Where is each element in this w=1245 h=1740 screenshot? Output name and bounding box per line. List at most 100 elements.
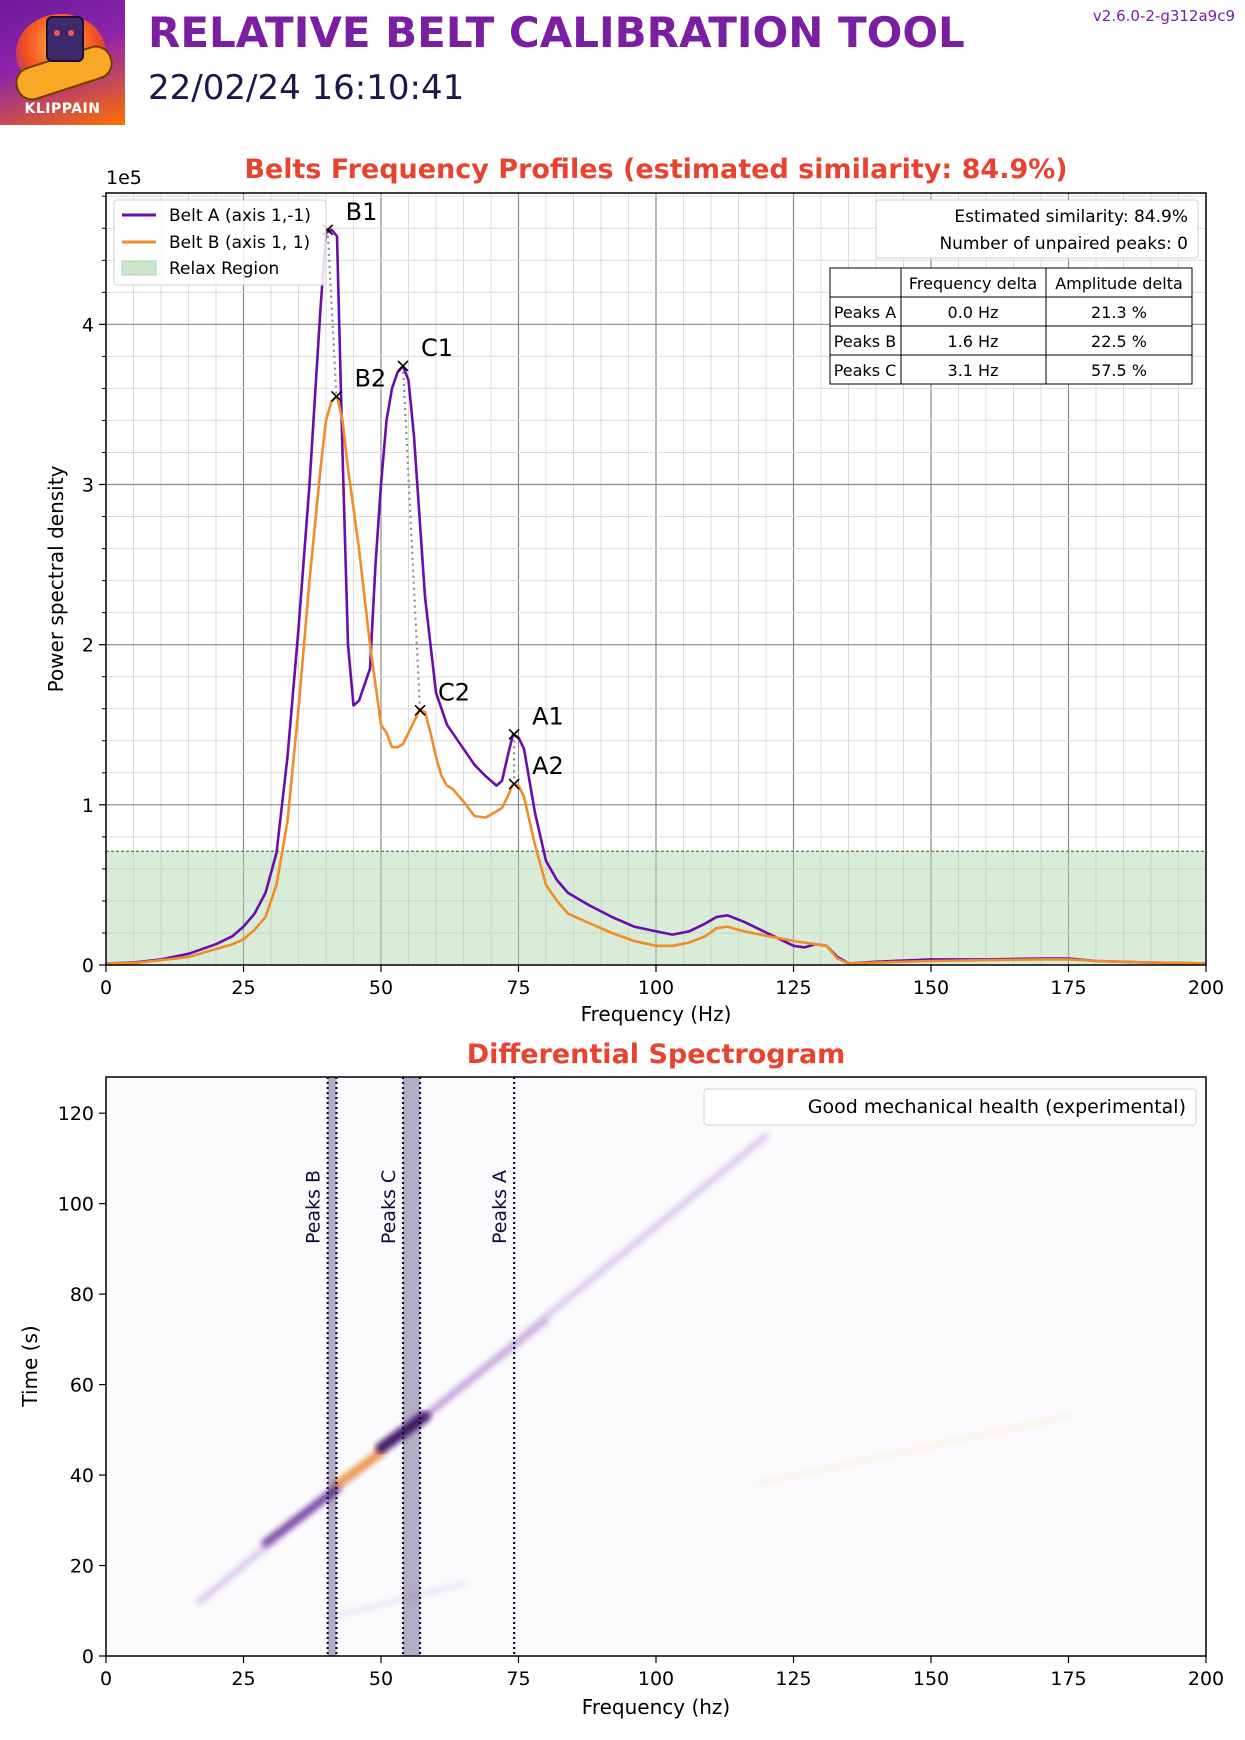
spectrogram-streaks: [196, 1132, 1071, 1618]
chart2-ylabel: Time (s): [18, 1325, 42, 1407]
peak-label-a1: A1: [532, 702, 564, 730]
legend-box: [113, 199, 327, 286]
chart1-x-ticks: 0 25 50 75 100 125 150 175 200: [100, 965, 1224, 999]
legend-label-belt-a: Belt A (axis 1,-1): [169, 206, 311, 226]
x-tick-label: 125: [775, 977, 811, 999]
spectrogram-streak: [261, 1484, 341, 1547]
table-row-a-label: Peaks A: [834, 303, 896, 322]
x-tick-label: 50: [369, 1668, 393, 1690]
series-line-belt-a: [106, 228, 1206, 965]
spectrogram-background: [106, 1077, 1206, 1656]
chart1-xlabel: Frequency (Hz): [581, 1002, 732, 1026]
mechanical-health-label: Good mechanical health (experimental): [808, 1096, 1186, 1118]
table-row-c-freq: 3.1 Hz: [948, 361, 999, 380]
chart1-legend: Belt A (axis 1,-1) Belt B (axis 1, 1) Re…: [113, 199, 327, 286]
peak-markers: B1 B2 C1 C2 A1 A2: [322, 198, 564, 790]
table-row-a-amp: 21.3 %: [1091, 303, 1147, 322]
x-tick-label: 200: [1188, 977, 1224, 999]
y-tick-label: 40: [70, 1465, 94, 1487]
x-tick-label: 100: [638, 1668, 674, 1690]
similarity-info-box: Estimated similarity: 84.9% Number of un…: [875, 199, 1199, 259]
y-tick-label: 0: [82, 1646, 94, 1668]
chart2-x-ticks: 0 25 50 75 100 125 150 175 200: [100, 1656, 1224, 1690]
y-tick-label: 100: [58, 1194, 94, 1216]
x-tick-label: 0: [100, 977, 112, 999]
chart1-ylabel: Power spectral density: [44, 465, 68, 692]
peak-marker-a2: [508, 778, 520, 790]
chart2-title: Differential Spectrogram: [467, 1039, 846, 1070]
page-title: RELATIVE BELT CALIBRATION TOOL: [148, 8, 965, 57]
x-tick-label: 25: [231, 977, 255, 999]
peak-band-fill: [403, 1077, 421, 1656]
spectrogram-legend-box: [703, 1088, 1197, 1126]
klippain-logo: KLIPPAIN: [0, 0, 125, 125]
peak-marker-a1: [508, 728, 520, 740]
chart1-y-ticks: 0 1 2 3 4: [82, 195, 106, 977]
y-tick-label: 3: [82, 475, 94, 497]
x-tick-label: 0: [100, 1668, 112, 1690]
chart2-y-ticks: 0 20 40 60 80 100 120: [58, 1103, 106, 1668]
peak-bands: Peaks B Peaks C Peaks A: [303, 1077, 516, 1656]
y-tick-label: 0: [82, 955, 94, 977]
peak-label-b2: B2: [354, 364, 386, 392]
table-header-amp-delta: Amplitude delta: [1055, 274, 1183, 293]
x-tick-label: 75: [506, 1668, 530, 1690]
x-tick-label: 100: [638, 977, 674, 999]
spectrogram-streak: [333, 1448, 385, 1489]
peak-band-label: Peaks A: [489, 1170, 511, 1244]
table-row-a-freq: 0.0 Hz: [948, 303, 999, 322]
peak-label-a2: A2: [532, 752, 564, 780]
table-row-c-amp: 57.5 %: [1091, 361, 1147, 380]
y-tick-label: 20: [70, 1556, 94, 1578]
peak-band-label: Peaks B: [303, 1170, 325, 1244]
table-row-b-amp: 22.5 %: [1091, 332, 1147, 351]
peak-band-label: Peaks C: [378, 1170, 400, 1244]
x-tick-label: 200: [1188, 1668, 1224, 1690]
info-box-frame: [875, 199, 1199, 259]
logo-robot-icon: [46, 16, 84, 62]
chart1-title: Belts Frequency Profiles (estimated simi…: [244, 154, 1067, 185]
logo-text: KLIPPAIN: [24, 101, 101, 117]
peak-link-b1: [326, 229, 338, 397]
peak-marker-c1: [397, 360, 409, 372]
table-row-b-freq: 1.6 Hz: [948, 332, 999, 351]
x-tick-label: 75: [506, 977, 530, 999]
peak-label-c1: C1: [421, 334, 453, 362]
y-tick-label: 4: [82, 314, 94, 336]
peak-links: [326, 229, 516, 785]
x-tick-label: 25: [231, 1668, 255, 1690]
peak-marker-c2: [414, 704, 426, 716]
peak-label-c2: C2: [438, 678, 470, 706]
peak-marker-b2: [330, 390, 343, 402]
spectrogram-streak: [422, 1318, 549, 1420]
legend-label-relax: Relax Region: [169, 259, 279, 279]
chart1-grid: [106, 193, 1206, 965]
info-unpaired-peaks: Number of unpaired peaks: 0: [939, 234, 1188, 254]
spectrogram-streak: [753, 1414, 1071, 1487]
belts-frequency-chart: Belts Frequency Profiles (estimated simi…: [44, 154, 1224, 1026]
y-tick-label: 1: [82, 795, 94, 817]
version-label: v2.6.0-2-g312a9c9: [1092, 7, 1235, 25]
x-tick-label: 50: [369, 977, 393, 999]
x-tick-label: 125: [775, 1668, 811, 1690]
legend-swatch-relax: [121, 260, 157, 276]
page-datetime: 22/02/24 16:10:41: [148, 68, 465, 108]
series-line-belt-b: [106, 395, 1206, 965]
info-similarity: Estimated similarity: 84.9%: [954, 207, 1188, 227]
y-tick-label: 2: [82, 635, 94, 657]
peak-band-fill: [327, 1077, 337, 1656]
spectrogram-streak: [335, 1581, 466, 1618]
spectrogram-legend: Good mechanical health (experimental): [703, 1088, 1197, 1126]
x-tick-label: 175: [1050, 1668, 1086, 1690]
y-tick-label: 80: [70, 1284, 94, 1306]
chart1-y-scale: 1e5: [106, 167, 142, 189]
chart1-series: [106, 228, 1206, 965]
table-row-c-label: Peaks C: [834, 361, 897, 380]
y-tick-label: 60: [70, 1375, 94, 1397]
peaks-table: Frequency delta Amplitude delta Peaks A …: [829, 267, 1193, 385]
peak-label-b1: B1: [346, 198, 378, 226]
x-tick-label: 150: [913, 977, 949, 999]
